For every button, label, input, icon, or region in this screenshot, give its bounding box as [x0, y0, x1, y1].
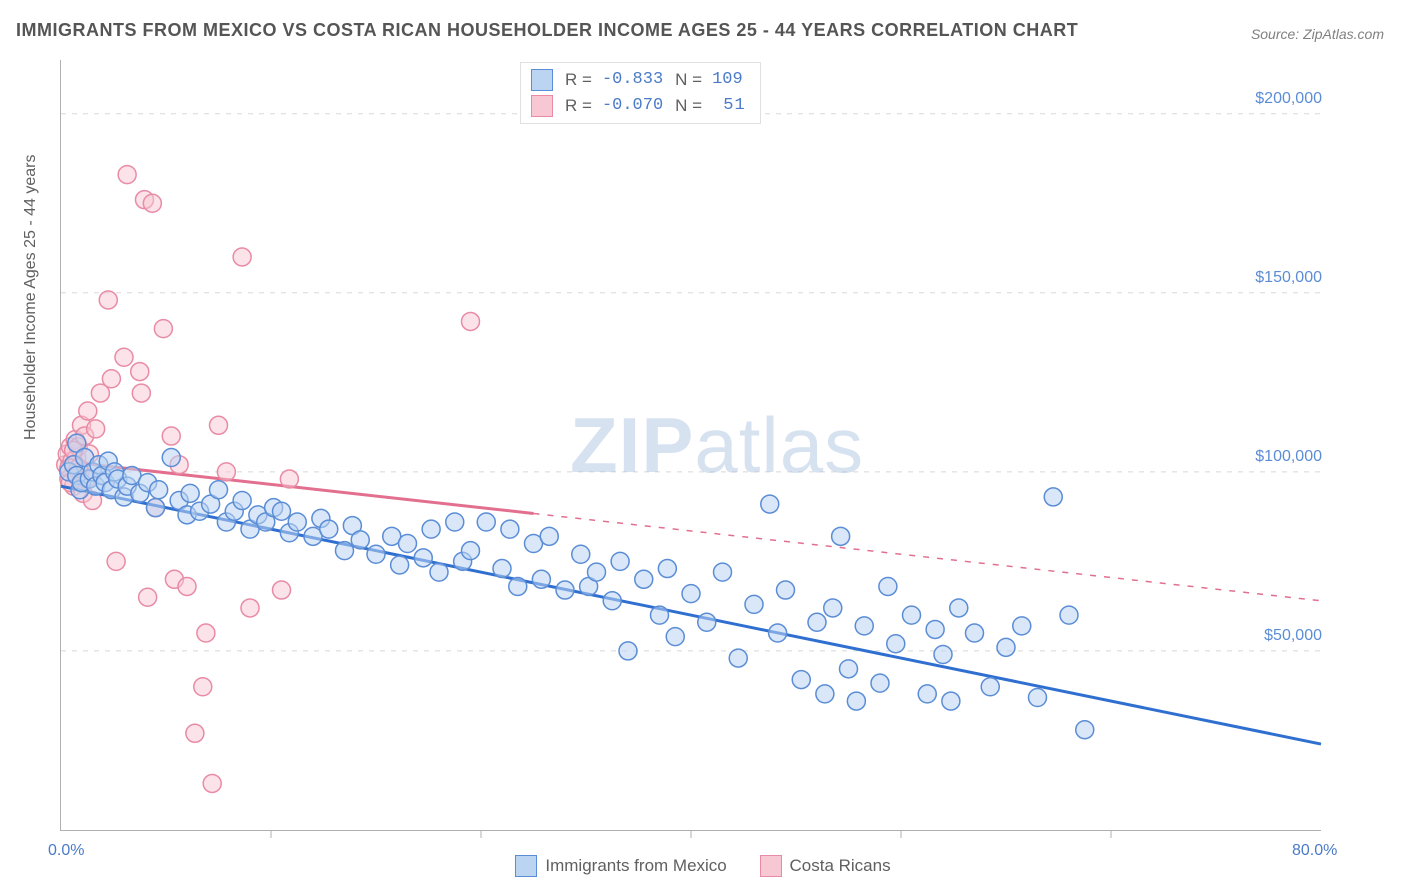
swatch-mexico-icon	[531, 69, 553, 91]
r-value-costa-rica: -0.070	[602, 93, 663, 119]
chart-area	[60, 60, 1321, 831]
r-label: R =	[565, 93, 592, 119]
legend-label-costa-rica: Costa Ricans	[790, 856, 891, 876]
y-tick-label: $150,000	[1240, 269, 1322, 287]
series-legend: Immigrants from Mexico Costa Ricans	[0, 855, 1406, 882]
y-tick-label: $200,000	[1240, 90, 1322, 108]
y-tick-label: $50,000	[1240, 627, 1322, 645]
legend-label-mexico: Immigrants from Mexico	[545, 856, 726, 876]
r-value-mexico: -0.833	[602, 67, 663, 93]
chart-title: IMMIGRANTS FROM MEXICO VS COSTA RICAN HO…	[16, 20, 1078, 41]
legend-item-mexico: Immigrants from Mexico	[515, 855, 726, 877]
y-axis-label: Householder Income Ages 25 - 44 years	[22, 155, 40, 441]
n-label: N =	[675, 93, 702, 119]
stats-row-mexico: R = -0.833 N = 109	[531, 67, 746, 93]
y-tick-label: $100,000	[1240, 448, 1322, 466]
legend-item-costa-rica: Costa Ricans	[760, 855, 891, 877]
swatch-costa-rica-icon	[531, 95, 553, 117]
n-label: N =	[675, 67, 702, 93]
n-value-mexico: 109	[712, 67, 743, 93]
n-value-costa-rica: 51	[712, 93, 746, 119]
source-label: Source: ZipAtlas.com	[1251, 26, 1384, 42]
stats-legend: R = -0.833 N = 109 R = -0.070 N = 51	[520, 62, 761, 124]
stats-row-costa-rica: R = -0.070 N = 51	[531, 93, 746, 119]
x-end-label: 80.0%	[1292, 842, 1337, 860]
r-label: R =	[565, 67, 592, 93]
swatch-mexico-icon	[515, 855, 537, 877]
chart-svg	[61, 60, 1321, 830]
swatch-costa-rica-icon	[760, 855, 782, 877]
x-start-label: 0.0%	[48, 842, 84, 860]
